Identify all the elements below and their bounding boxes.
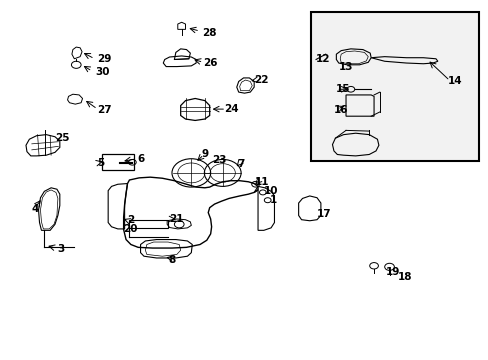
Text: 19: 19 [385,267,399,277]
Text: 23: 23 [211,155,225,165]
Text: 14: 14 [447,76,461,86]
Text: 20: 20 [122,224,137,234]
Bar [310,12,478,161]
Text: 3: 3 [57,244,64,254]
Text: 9: 9 [202,149,209,159]
Text: 30: 30 [95,67,110,77]
Text: 22: 22 [254,75,268,85]
Text: 15: 15 [335,84,349,94]
Text: 5: 5 [97,158,104,168]
Text: 17: 17 [316,209,331,219]
Text: 26: 26 [203,58,218,68]
Text: 4: 4 [32,204,39,214]
Text: 29: 29 [97,54,112,64]
Text: 11: 11 [255,177,269,187]
Text: 8: 8 [168,255,175,265]
Text: 2: 2 [127,215,135,225]
Text: 21: 21 [169,214,183,224]
Text: 18: 18 [397,273,412,283]
Text: 7: 7 [237,159,244,169]
Text: 27: 27 [97,105,112,115]
Text: 13: 13 [338,62,352,72]
Text: 12: 12 [315,54,330,64]
Text: 10: 10 [264,186,278,196]
Text: 6: 6 [137,154,144,164]
Text: 24: 24 [224,104,238,114]
Text: 25: 25 [55,133,69,143]
Text: 28: 28 [202,28,216,37]
Text: 16: 16 [333,105,348,115]
Text: 1: 1 [269,195,277,205]
